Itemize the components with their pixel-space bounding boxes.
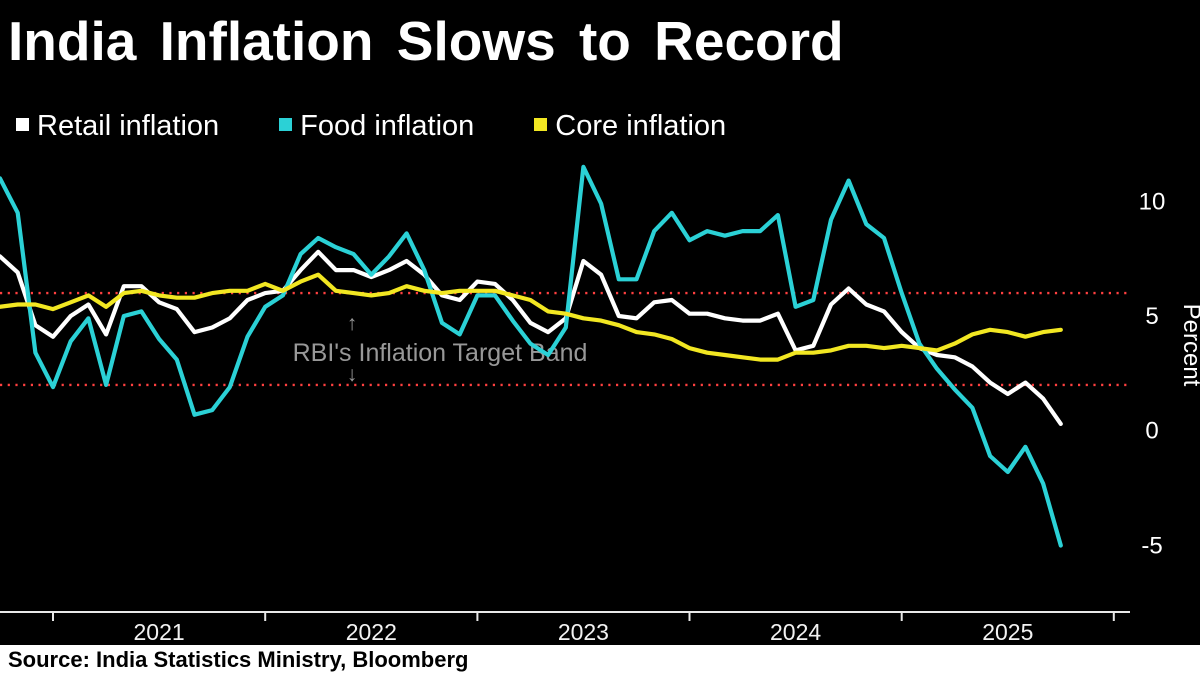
legend-label: Retail inflation — [37, 110, 220, 142]
y-axis-title: Percent — [1178, 304, 1200, 387]
x-axis-year-label: 2021 — [134, 619, 185, 645]
x-axis-year-label: 2022 — [346, 619, 397, 645]
legend-label: Food inflation — [300, 110, 475, 142]
series-line-core-inflation — [0, 272, 1063, 362]
retail-inflation-swatch-icon — [16, 118, 29, 131]
page-title: India Inflation Slows to Record — [8, 10, 844, 72]
source-text: Source: India Statistics Ministry, Bloom… — [8, 647, 469, 672]
y-axis-label: -5 — [1141, 533, 1162, 560]
x-axis-year-label: 2025 — [982, 619, 1033, 645]
legend-item-food-inflation: Food inflation — [279, 110, 474, 143]
y-axis-label: 10 — [1139, 188, 1166, 215]
legend-item-retail-inflation: Retail inflation — [16, 110, 219, 143]
arrow-up-icon: ↑ — [347, 312, 358, 335]
y-axis-label: 5 — [1145, 303, 1158, 330]
arrow-down-icon: ↓ — [347, 363, 358, 386]
target-band-annotation: RBI's Inflation Target Band — [293, 339, 588, 367]
legend-label: Core inflation — [555, 110, 727, 142]
y-axis-label: 0 — [1145, 418, 1158, 445]
food-inflation-swatch-icon — [279, 118, 293, 131]
x-axis-year-label: 2023 — [558, 619, 609, 645]
series-line-food-inflation — [0, 164, 1063, 548]
legend-item-core-inflation: Core inflation — [534, 110, 726, 143]
core-inflation-swatch-icon — [534, 118, 548, 131]
series-line-retail-inflation — [0, 249, 1063, 426]
source-bar: Source: India Statistics Ministry, Bloom… — [0, 645, 1200, 675]
legend: Retail inflation Food inflation Core inf… — [16, 110, 726, 143]
x-axis-year-label: 2024 — [770, 619, 821, 645]
